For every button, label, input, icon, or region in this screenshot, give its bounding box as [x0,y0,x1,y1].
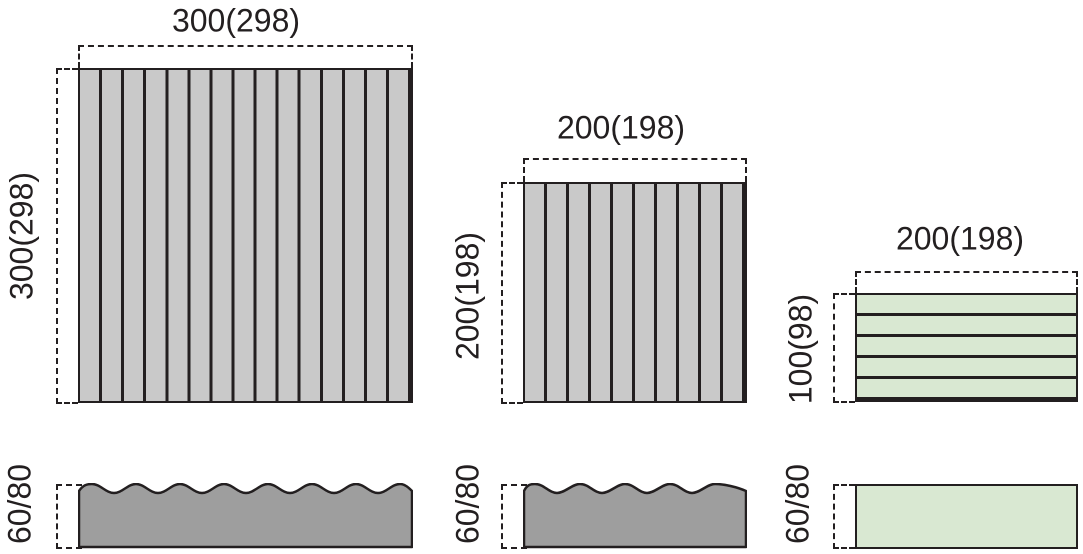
profile3-cross-section [855,484,1078,549]
panel3-tile-face [855,293,1078,402]
panel3-nominal-height-outline [833,293,855,403]
panel1-tile-face [78,68,413,403]
panel3-width-label: 200(198) [895,220,1025,257]
panel1-height-label: 300(298) [3,171,40,301]
panel2-nominal-width-outline [523,158,747,182]
panel2-tile-face [523,182,747,403]
profile3-thickness-label: 60/80 [779,463,816,545]
panel1-nominal-width-outline [78,45,413,68]
profile2-nominal-thickness-outline [501,484,527,549]
profile1-thickness-label: 60/80 [1,463,38,545]
profile1-cross-section [78,483,413,549]
panel2-nominal-height-outline [501,182,523,404]
profile2-cross-section [523,483,747,549]
panel2-height-label: 200(198) [449,231,486,361]
profile3-nominal-thickness-outline [833,484,855,549]
panel3-nominal-width-outline [855,271,1078,293]
panel1-width-label: 300(298) [171,2,301,39]
panel1-nominal-height-outline [56,68,78,404]
profile2-thickness-label: 60/80 [449,463,486,545]
panel2-width-label: 200(198) [556,109,686,146]
panel3-height-label: 100(98) [782,293,819,405]
profile1-nominal-thickness-outline [56,484,82,549]
